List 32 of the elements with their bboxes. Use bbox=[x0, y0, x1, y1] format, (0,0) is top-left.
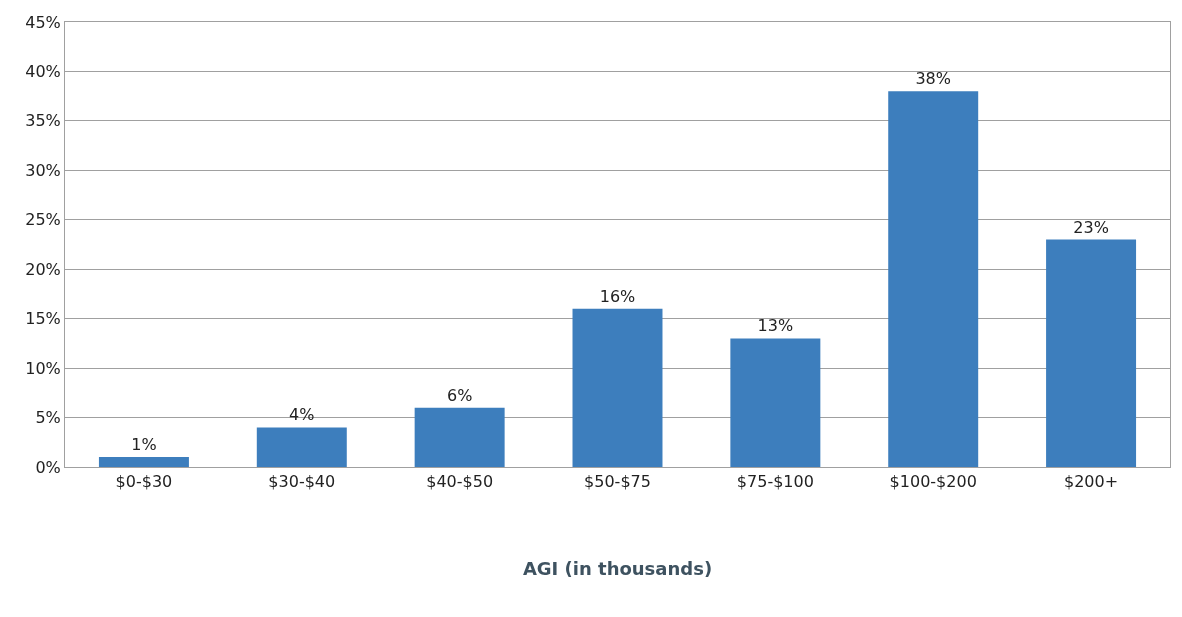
x-tick-label: $50-$75 bbox=[584, 472, 651, 492]
y-tick-label: 25% bbox=[25, 210, 61, 230]
x-tick-label: $40-$50 bbox=[426, 472, 494, 492]
y-tick-label: 30% bbox=[25, 160, 61, 180]
y-tick-label: 5% bbox=[35, 408, 61, 428]
x-tick-label: $100-$200 bbox=[889, 472, 977, 492]
bar bbox=[1046, 239, 1137, 467]
bar bbox=[888, 91, 979, 467]
x-tick-label: $200+ bbox=[1064, 472, 1119, 492]
y-tick-label: 20% bbox=[25, 259, 61, 279]
bar bbox=[98, 457, 189, 467]
bar bbox=[730, 338, 821, 467]
data-label: 1% bbox=[131, 435, 157, 455]
data-label: 13% bbox=[757, 316, 794, 336]
y-tick-label: 45% bbox=[25, 12, 61, 32]
data-label: 16% bbox=[599, 286, 636, 306]
x-tick-label: $75-$100 bbox=[736, 472, 814, 492]
bar bbox=[414, 407, 505, 467]
y-tick-label: 15% bbox=[25, 309, 61, 329]
bar bbox=[256, 427, 347, 467]
y-tick-label: 40% bbox=[25, 62, 61, 82]
data-label: 6% bbox=[446, 385, 473, 405]
bar bbox=[572, 308, 663, 467]
y-tick-label: 10% bbox=[25, 358, 61, 378]
x-axis-title: AGI (in thousands) bbox=[522, 558, 713, 580]
y-tick-label: 0% bbox=[35, 457, 61, 477]
data-label: 38% bbox=[915, 69, 951, 89]
x-tick-label: $0-$30 bbox=[115, 472, 173, 492]
data-label: 4% bbox=[289, 405, 315, 425]
x-tick-label: $30-$40 bbox=[268, 472, 336, 492]
y-tick-label: 35% bbox=[25, 111, 61, 131]
data-label: 23% bbox=[1073, 217, 1109, 237]
